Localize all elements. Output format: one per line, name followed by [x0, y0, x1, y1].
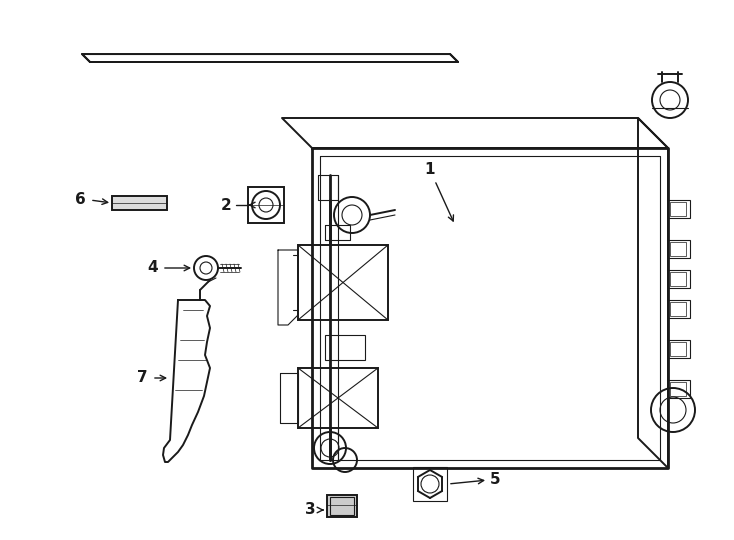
Bar [298, 368, 378, 428]
Bar [670, 342, 686, 356]
Bar [298, 245, 388, 320]
Bar [668, 340, 690, 358]
Text: 7: 7 [137, 370, 148, 386]
Bar [327, 495, 357, 517]
Bar [330, 497, 354, 515]
Bar [670, 202, 686, 216]
Bar [668, 240, 690, 258]
Bar [248, 187, 284, 223]
Text: 5: 5 [490, 472, 501, 488]
Text: 3: 3 [305, 503, 316, 517]
Bar [670, 242, 686, 256]
Text: 2: 2 [221, 198, 232, 213]
Bar [668, 270, 690, 288]
Text: 4: 4 [148, 260, 158, 275]
Bar [668, 200, 690, 218]
Bar [668, 300, 690, 318]
Text: 6: 6 [76, 192, 86, 207]
Bar [670, 382, 686, 396]
Bar [670, 302, 686, 316]
Bar [325, 335, 365, 360]
Bar [413, 467, 447, 501]
Bar [668, 380, 690, 398]
Text: 1: 1 [425, 163, 454, 221]
Bar [670, 272, 686, 286]
Bar [112, 196, 167, 210]
